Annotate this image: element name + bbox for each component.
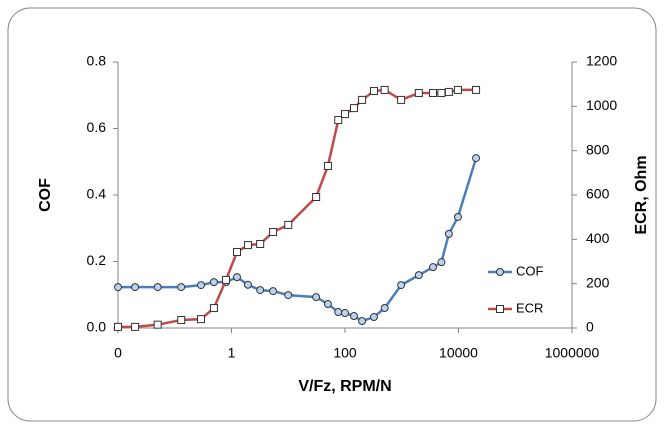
x-tick-label: 10000 — [439, 345, 478, 361]
marker — [196, 281, 205, 290]
marker — [177, 316, 186, 325]
marker — [349, 312, 358, 321]
y-tick-label: 0.6 — [87, 119, 107, 135]
marker — [312, 293, 321, 302]
marker — [131, 322, 140, 331]
marker — [341, 110, 349, 119]
marker — [437, 89, 446, 98]
x-tick-label: 1000000 — [545, 345, 600, 361]
y-tick-label: 0.8 — [87, 53, 107, 69]
marker — [428, 89, 437, 98]
marker — [284, 220, 293, 229]
marker — [472, 85, 481, 94]
y2-tick-label: 400 — [586, 230, 610, 246]
x-axis-title: V/Fz, RPM/N — [298, 378, 391, 395]
marker — [323, 161, 332, 170]
marker — [341, 309, 349, 318]
marker — [380, 304, 389, 313]
marker — [153, 283, 162, 292]
x-tick-label: 0 — [114, 345, 122, 361]
y-tick-label: 0.2 — [87, 252, 107, 268]
marker — [312, 192, 321, 201]
marker — [437, 258, 446, 267]
y2-tick-label: 1000 — [586, 97, 617, 113]
marker — [444, 87, 453, 96]
marker — [209, 304, 218, 313]
marker — [114, 322, 122, 331]
marker — [177, 283, 186, 292]
y2-tick-label: 200 — [586, 274, 610, 290]
y-tick-label: 0.4 — [87, 186, 107, 202]
marker — [222, 275, 231, 284]
marker — [414, 271, 423, 280]
marker — [196, 315, 205, 324]
marker — [369, 87, 378, 96]
marker — [444, 229, 453, 238]
y-tick-label: 0.0 — [87, 319, 107, 335]
y-axis-title: COF — [37, 178, 54, 212]
y2-tick-label: 800 — [586, 141, 610, 157]
marker — [428, 263, 437, 272]
marker — [269, 228, 278, 237]
marker — [131, 283, 140, 292]
y2-axis-title: ECR, Ohm — [633, 155, 650, 234]
marker — [397, 95, 406, 104]
y2-tick-label: 1200 — [586, 53, 617, 69]
marker — [323, 300, 332, 309]
marker — [380, 85, 389, 94]
marker — [256, 286, 265, 295]
marker — [472, 154, 481, 163]
marker — [232, 273, 241, 282]
marker — [349, 104, 358, 113]
marker — [369, 313, 378, 322]
marker — [232, 247, 241, 256]
marker — [153, 320, 162, 329]
marker — [358, 317, 367, 326]
marker — [397, 281, 406, 290]
marker — [334, 116, 343, 125]
legend-marker — [496, 305, 504, 313]
marker — [243, 241, 252, 250]
marker — [358, 95, 367, 104]
marker — [334, 308, 343, 317]
x-tick-label: 1 — [228, 345, 236, 361]
y2-tick-label: 0 — [586, 319, 594, 335]
marker — [284, 291, 293, 300]
y2-tick-label: 600 — [586, 186, 610, 202]
marker — [209, 278, 218, 287]
marker — [453, 85, 462, 94]
legend-marker — [496, 268, 504, 276]
marker — [114, 283, 122, 292]
marker — [269, 287, 278, 296]
legend-label: COF — [516, 263, 544, 278]
x-tick-label: 100 — [333, 345, 357, 361]
marker — [243, 280, 252, 289]
marker — [256, 239, 265, 248]
marker — [414, 89, 423, 98]
marker — [453, 212, 462, 221]
legend-label: ECR — [516, 300, 543, 315]
chart-border — [7, 7, 657, 422]
